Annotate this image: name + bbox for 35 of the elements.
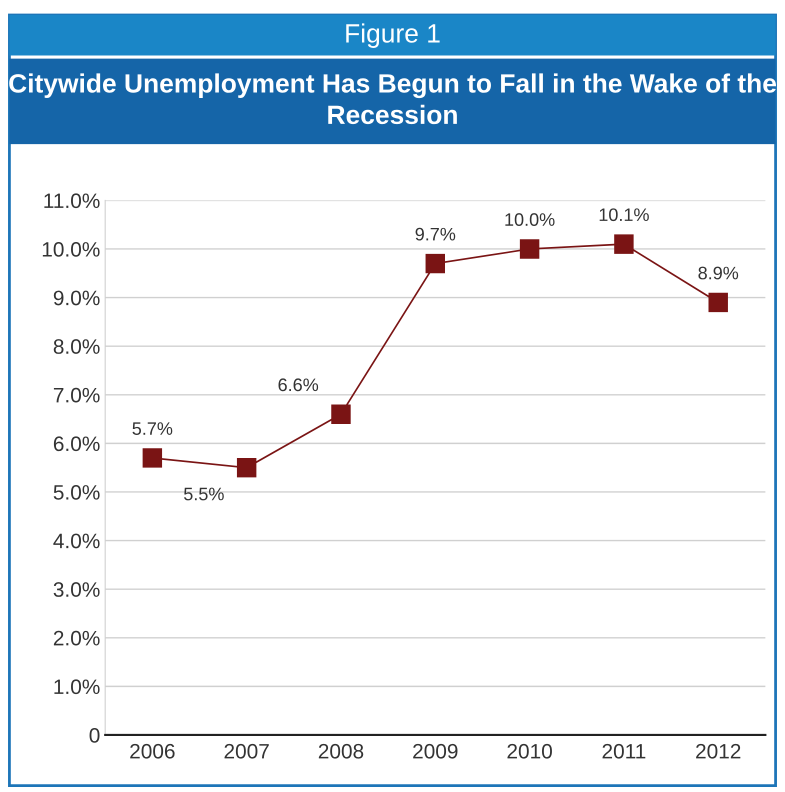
y-tick-label: 0: [90, 728, 100, 743]
chart-subtitle: Figure 1: [346, 23, 440, 48]
x-tick-label: 2006: [130, 744, 175, 759]
data-label: 10.0%: [505, 213, 555, 226]
point: [520, 239, 540, 259]
x-tick-label: 2007: [224, 744, 269, 759]
y-tick-label: 11.0%: [44, 193, 100, 208]
y-tick-label: 9.0%: [54, 290, 100, 306]
x-tick-label: 2010: [507, 744, 552, 759]
x-tick-label: 2009: [413, 744, 458, 759]
data-label: 5.7%: [132, 422, 172, 435]
data-label: 6.6%: [278, 378, 318, 392]
chart-title: Citywide Unemployment Has Begun to Fall in the Wake of the Recession: [9, 73, 776, 124]
y-tick-label: 6.0%: [54, 436, 100, 452]
point: [614, 234, 634, 254]
point: [331, 404, 351, 424]
y-tick-label: 2.0%: [54, 630, 100, 646]
data-label: 10.1%: [600, 208, 649, 222]
y-tick-label: 7.0%: [54, 388, 100, 403]
y-tick-label: 10.0%: [42, 242, 100, 257]
point: [708, 292, 728, 312]
data-label: 9.7%: [416, 228, 456, 241]
y-tick-label: 8.0%: [54, 339, 100, 354]
y-tick-label: 1.0%: [54, 679, 100, 694]
y-tick-label: 3.0%: [54, 582, 100, 597]
y-tick-label: 4.0%: [53, 534, 100, 548]
point: [426, 254, 446, 274]
y-tick-label: 5.0%: [54, 484, 100, 500]
point: [236, 458, 256, 478]
data-label: 8.9%: [698, 266, 738, 280]
x-tick-label: 2008: [318, 744, 364, 759]
point: [142, 448, 162, 468]
data-label: 5.5%: [184, 488, 224, 500]
x-tick-label: 2011: [602, 744, 646, 759]
x-tick-label: 2012: [696, 744, 740, 759]
